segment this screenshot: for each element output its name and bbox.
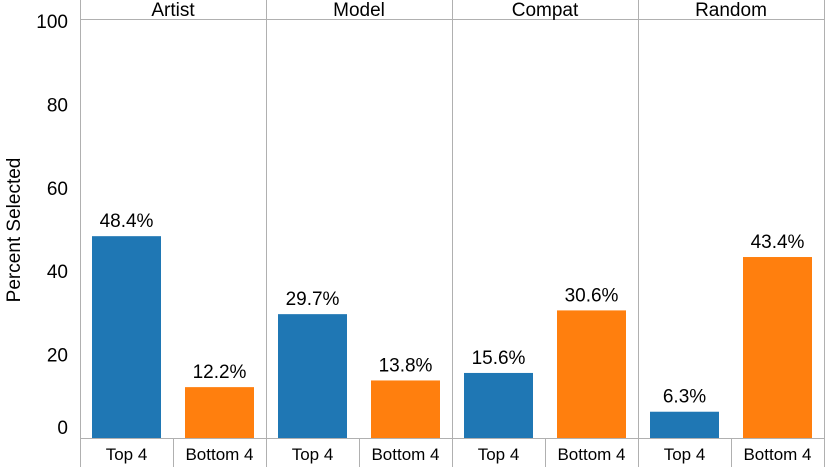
data-label: 29.7% — [286, 289, 340, 310]
data-label: 12.2% — [193, 362, 247, 383]
y-axis-ticks: 0 20 40 60 80 100 — [36, 12, 68, 439]
data-label: 13.8% — [379, 355, 433, 376]
y-axis-title: Percent Selected — [4, 158, 25, 303]
chart-panels: Artist 48.4% Top 4 12.2% Bottom 4 Model 29.7% T… — [80, 0, 825, 467]
bar-top-4 — [464, 372, 533, 438]
y-tick-label: 100 — [36, 12, 68, 33]
x-category-label: Top 4 — [664, 445, 706, 464]
bar-top-4 — [650, 411, 719, 438]
panel-title: Model — [333, 0, 385, 21]
panel-model: Model 29.7% Top 4 13.8% Bottom 4 — [278, 0, 453, 467]
x-category-label: Bottom 4 — [743, 445, 811, 464]
panel-artist: Artist 48.4% Top 4 12.2% Bottom 4 — [92, 0, 267, 467]
bar-top-4 — [278, 314, 347, 438]
panel-title: Compat — [512, 0, 579, 21]
x-category-label: Bottom 4 — [557, 445, 625, 464]
y-tick-label: 20 — [47, 346, 68, 367]
data-label: 48.4% — [100, 211, 154, 232]
data-label: 43.4% — [751, 232, 805, 253]
y-tick-label: 80 — [47, 95, 68, 116]
y-tick-label: 60 — [47, 179, 68, 200]
panel-random: Random 6.3% Top 4 43.4% Bottom 4 — [650, 0, 825, 467]
x-category-label: Top 4 — [106, 445, 148, 464]
y-tick-label: 0 — [57, 418, 68, 439]
bar-bottom-4 — [371, 380, 440, 438]
panel-title: Random — [695, 0, 767, 21]
bar-top-4 — [92, 236, 161, 438]
data-label: 15.6% — [472, 348, 526, 369]
x-category-label: Top 4 — [478, 445, 520, 464]
data-label: 6.3% — [663, 387, 706, 408]
bar-bottom-4 — [557, 310, 626, 438]
bar-bottom-4 — [185, 387, 254, 438]
x-category-label: Bottom 4 — [371, 445, 439, 464]
bar-bottom-4 — [743, 257, 812, 438]
x-category-label: Bottom 4 — [185, 445, 253, 464]
data-label: 30.6% — [565, 285, 619, 306]
y-tick-label: 40 — [47, 262, 68, 283]
x-category-label: Top 4 — [292, 445, 334, 464]
panel-title: Artist — [151, 0, 195, 21]
panel-compat: Compat 15.6% Top 4 30.6% Bottom 4 — [464, 0, 639, 467]
